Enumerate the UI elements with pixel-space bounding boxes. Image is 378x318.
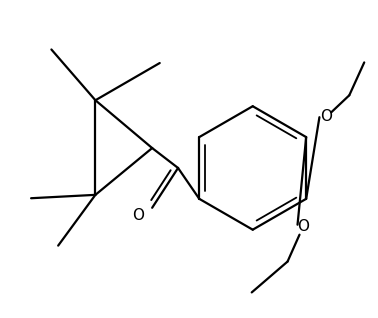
Text: O: O [297,219,310,234]
Text: O: O [321,109,332,124]
Text: O: O [132,208,144,223]
